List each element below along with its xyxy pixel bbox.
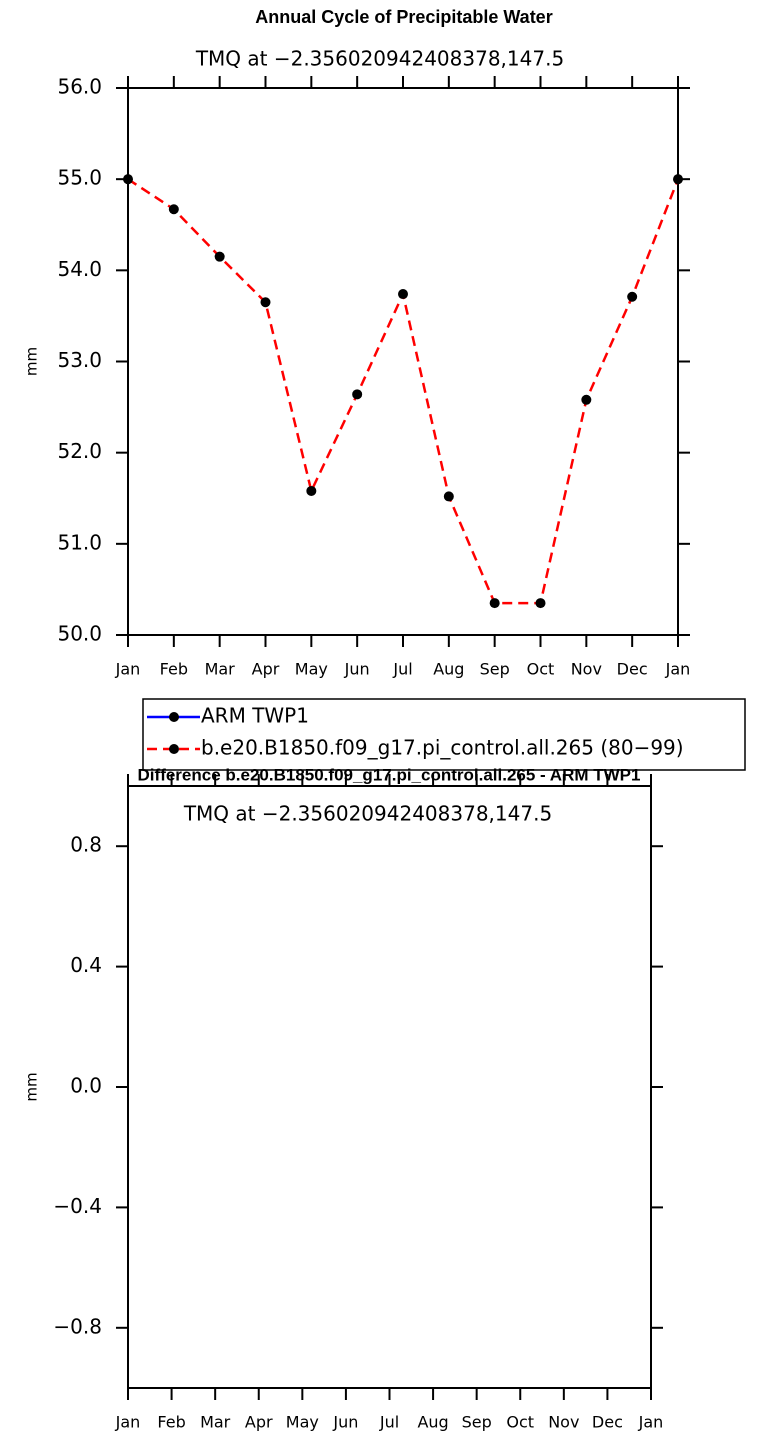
x-tick-label: Jan	[665, 660, 691, 679]
y-tick-label: 52.0	[57, 439, 102, 463]
x-tick-label: Feb	[157, 1413, 185, 1432]
x-tick-label: May	[295, 660, 328, 679]
legend-label: b.e20.B1850.f09_g17.pi_control.all.265 (…	[201, 736, 684, 760]
x-tick-label: Oct	[506, 1413, 534, 1432]
series-marker	[535, 598, 546, 609]
x-tick-label: Aug	[417, 1413, 448, 1432]
series-marker	[398, 289, 408, 300]
series-marker	[168, 204, 179, 215]
y-axis-label: mm	[23, 347, 41, 376]
x-tick-label: Jun	[344, 660, 370, 679]
plot-frame	[127, 87, 679, 636]
series-marker	[581, 394, 592, 405]
x-tick-label: Jan	[115, 1413, 141, 1432]
legend-marker	[169, 744, 179, 754]
x-tick-label: Sep	[462, 1413, 492, 1432]
x-tick-label: Oct	[527, 660, 555, 679]
y-tick-label: 0.4	[70, 953, 102, 977]
series-line	[127, 178, 680, 605]
y-axis-label: mm	[23, 1072, 41, 1101]
x-tick-label: May	[286, 1413, 319, 1432]
series-marker	[352, 389, 363, 400]
x-tick-label: Apr	[245, 1413, 273, 1432]
plot-frame	[127, 785, 652, 1389]
x-tick-label: Mar	[205, 660, 236, 679]
y-tick-label: −0.4	[53, 1194, 102, 1218]
x-tick-label: Jan	[115, 660, 141, 679]
x-tick-label: Mar	[200, 1413, 231, 1432]
legend-marker	[169, 712, 179, 722]
y-tick-label: 53.0	[57, 348, 102, 372]
series-marker	[214, 251, 225, 262]
y-tick-label: 54.0	[57, 257, 102, 281]
chart-title: Annual Cycle of Precipitable Water	[255, 7, 552, 27]
legend-label: ARM TWP1	[201, 704, 309, 728]
x-tick-label: Apr	[252, 660, 280, 679]
chart-subtitle: TMQ at −2.356020942408378,147.5	[183, 802, 552, 826]
x-tick-label: Jul	[379, 1413, 399, 1432]
chart-subtitle: TMQ at −2.356020942408378,147.5	[195, 47, 564, 71]
series-marker	[489, 598, 500, 609]
y-tick-label: −0.8	[53, 1314, 102, 1338]
x-tick-label: Feb	[160, 660, 188, 679]
series-marker	[443, 491, 454, 502]
x-tick-label: Nov	[548, 1413, 579, 1432]
y-tick-label: 0.8	[70, 833, 102, 857]
y-tick-label: 56.0	[57, 75, 102, 99]
y-tick-label: 55.0	[57, 166, 102, 190]
y-tick-label: 0.0	[70, 1074, 102, 1098]
series-marker	[673, 174, 683, 185]
x-tick-label: Nov	[571, 660, 602, 679]
legend-box	[142, 698, 746, 771]
x-tick-label: Jan	[638, 1413, 664, 1432]
series-marker	[306, 485, 317, 496]
y-tick-label: 50.0	[57, 622, 102, 646]
x-tick-label: Aug	[433, 660, 464, 679]
series-marker	[260, 297, 271, 308]
x-tick-label: Jun	[332, 1413, 358, 1432]
y-tick-label: 51.0	[57, 530, 102, 554]
x-tick-label: Dec	[617, 660, 648, 679]
x-tick-label: Jul	[392, 660, 412, 679]
series-marker	[123, 174, 133, 185]
x-tick-label: Dec	[592, 1413, 623, 1432]
series-marker	[627, 291, 638, 302]
x-tick-label: Sep	[480, 660, 510, 679]
